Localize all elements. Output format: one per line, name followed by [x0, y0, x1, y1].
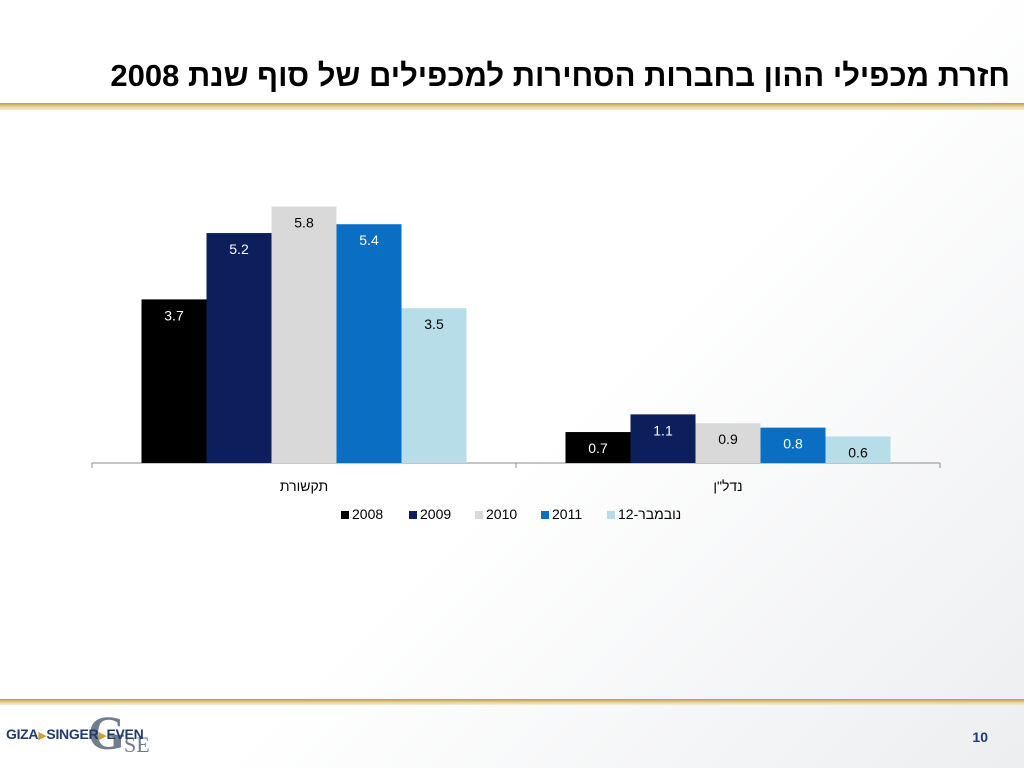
legend-swatch [409, 511, 417, 519]
logo-wordmark: GIZA▶SINGER▶EVEN [6, 726, 144, 742]
legend-swatch [475, 511, 483, 519]
bar [271, 206, 337, 463]
legend-swatch [541, 511, 549, 519]
slide-title: חזרת מכפילי ההון בחברות הסחירות למכפילים… [110, 58, 1010, 93]
title-divider [0, 103, 1024, 110]
bar [565, 432, 631, 463]
data-label: 0.8 [783, 436, 803, 452]
legend-label: 2011 [552, 506, 582, 522]
category-label: תקשורת [280, 478, 328, 494]
data-label: 5.2 [229, 241, 249, 257]
legend-label: נובמבר-12 [618, 506, 681, 522]
bar [401, 308, 467, 463]
bar [760, 427, 826, 463]
legend-label: 2008 [352, 506, 383, 522]
logo-mark-g: G [88, 707, 126, 760]
logo-singer: SINGER [46, 726, 99, 742]
data-label: 3.5 [424, 316, 444, 332]
logo-arrow-icon: ▶ [98, 730, 107, 742]
logo-mark-se: SE [124, 732, 150, 757]
logo-arrow-icon: ▶ [38, 730, 47, 742]
legend-label: 2010 [486, 506, 517, 522]
bar [141, 299, 207, 463]
bar [336, 224, 402, 463]
legend-swatch [341, 511, 349, 519]
bar [630, 414, 696, 463]
bar [695, 423, 761, 463]
logo-giza: GIZA [6, 726, 39, 742]
legend-label: 2009 [420, 506, 451, 522]
bar [206, 233, 272, 463]
data-label: 5.8 [294, 215, 314, 231]
category-label: נדל"ן [713, 478, 742, 494]
footer-divider [0, 699, 1024, 705]
data-label: 0.7 [588, 440, 608, 456]
data-label: 5.4 [359, 232, 379, 248]
data-label: 0.6 [848, 444, 868, 460]
legend-swatch [607, 511, 615, 519]
data-label: 3.7 [164, 307, 184, 323]
bar-chart: 3.7 5.2 5.8 5.4 3.5 תקשורת 0.7 1.1 0.9 0.8 0.6 נדל"… [91, 206, 941, 522]
company-logo: G SE GIZA▶SINGER▶EVEN [6, 707, 181, 762]
bar [825, 436, 891, 463]
data-label: 1.1 [653, 422, 673, 438]
data-label: 0.9 [718, 431, 738, 447]
page-number: 10 [972, 729, 988, 745]
logo-even: EVEN [106, 726, 144, 742]
